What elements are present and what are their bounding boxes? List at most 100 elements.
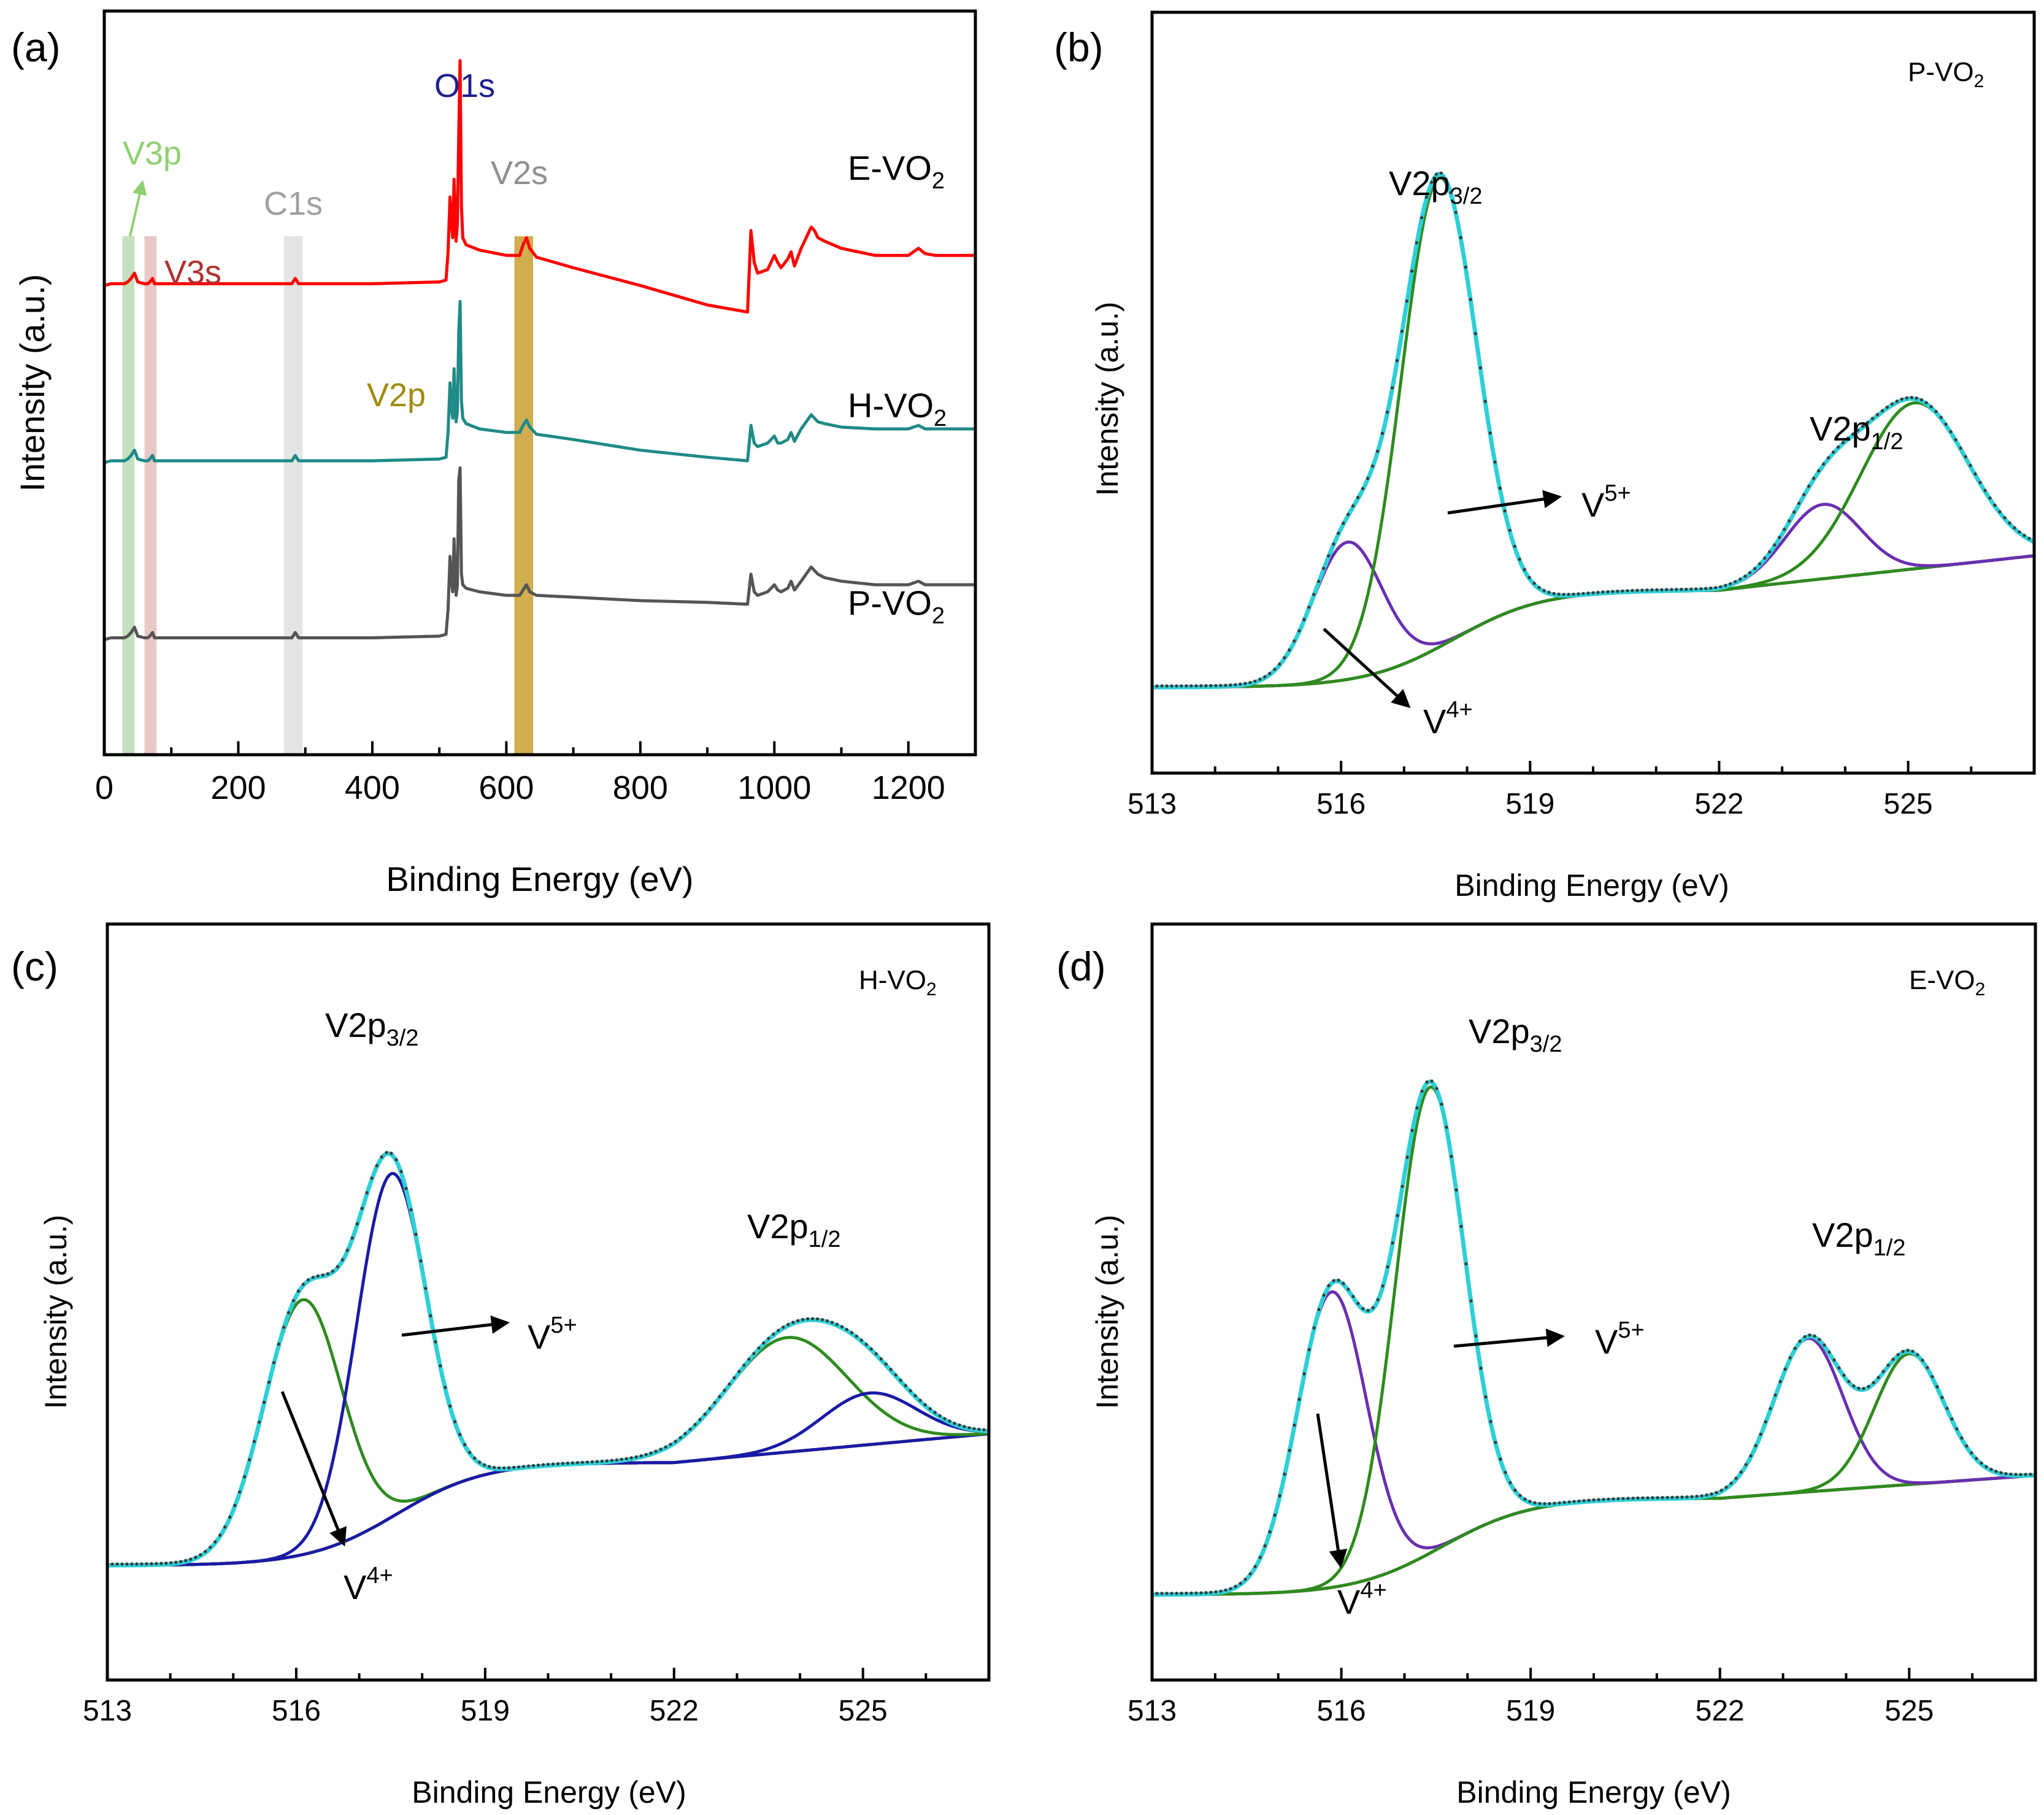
d-raw-point xyxy=(1454,1188,1458,1192)
b-raw-point xyxy=(1454,210,1458,214)
d-raw-point xyxy=(1189,1591,1193,1595)
c-raw-point xyxy=(424,1287,428,1290)
b-raw-point xyxy=(1395,359,1399,363)
c-ticks: 513 516 519 522 525 xyxy=(83,1668,990,1727)
x-axis-label-d: Binding Energy (eV) xyxy=(1456,1775,1731,1809)
d-raw-point xyxy=(1759,1432,1762,1436)
d-raw-point xyxy=(1626,1497,1630,1500)
d-raw-point xyxy=(1950,1417,1954,1421)
b-raw-point xyxy=(1361,487,1365,490)
c-raw-point xyxy=(145,1562,148,1566)
label-b-v4-sup: 4+ xyxy=(1446,697,1472,723)
d-raw-point xyxy=(1931,1375,1934,1379)
b-raw-point xyxy=(1165,684,1169,688)
b-raw-point xyxy=(1704,587,1708,590)
b-raw-point xyxy=(1826,456,1831,460)
b-raw-point xyxy=(1214,684,1218,687)
d-raw-point xyxy=(1410,1128,1414,1132)
b-raw-point xyxy=(2023,533,2026,538)
c-raw-point xyxy=(869,1347,873,1351)
d-raw-point xyxy=(1499,1457,1502,1461)
d-raw-point xyxy=(1312,1326,1316,1330)
b-raw-point xyxy=(1229,683,1232,687)
c-raw-point xyxy=(556,1462,560,1466)
b-raw-point xyxy=(1591,591,1595,595)
sample-label-c: H-VO2 xyxy=(859,965,937,1000)
panel-label-b: (b) xyxy=(1054,25,1104,70)
c-raw-point xyxy=(933,1411,937,1414)
b-raw-point xyxy=(2008,521,2011,525)
b-raw-point xyxy=(2027,536,2031,541)
d-raw-point xyxy=(1523,1497,1527,1501)
d-background-curve xyxy=(1152,1474,2036,1597)
d-raw-point xyxy=(1867,1385,1870,1389)
d-raw-point xyxy=(1474,1334,1478,1338)
c-raw-point xyxy=(674,1439,677,1443)
d-raw-point xyxy=(1661,1496,1664,1500)
y-axis-label-c: Intensity (a.u.) xyxy=(39,1215,73,1409)
c-raw-point xyxy=(155,1562,158,1565)
c-raw-point xyxy=(864,1343,868,1346)
b-raw-point xyxy=(1189,684,1193,688)
b-raw-point xyxy=(2013,526,2016,530)
d-raw-point xyxy=(1234,1584,1237,1588)
b-raw-point xyxy=(1959,446,1962,450)
b-raw-point xyxy=(1836,445,1840,449)
d-raw-point xyxy=(1827,1351,1831,1354)
d-raw-point xyxy=(1494,1441,1497,1444)
b-raw-point xyxy=(1890,402,1894,406)
b-raw-point xyxy=(1243,682,1247,685)
c-raw-point xyxy=(365,1191,369,1195)
c-raw-point xyxy=(493,1466,496,1470)
b-raw-point xyxy=(1322,566,1326,570)
c-raw-point xyxy=(115,1562,119,1566)
x-tick-label-a-400: 400 xyxy=(345,769,400,806)
c-curves xyxy=(106,1150,991,1568)
d-raw-point xyxy=(1778,1380,1782,1384)
sample-label-c-main: H-VO xyxy=(859,965,926,995)
d-raw-point xyxy=(1877,1376,1880,1379)
c-raw-point xyxy=(463,1443,467,1446)
c-raw-point xyxy=(909,1389,912,1393)
d-raw-point xyxy=(1351,1295,1355,1298)
d-raw-point xyxy=(1268,1530,1272,1534)
d-raw-point xyxy=(1965,1444,1969,1448)
peak-label-b-32-sub: 3/2 xyxy=(1450,183,1483,209)
b-x-tick-label-522: 522 xyxy=(1694,788,1743,820)
b-raw-point xyxy=(1689,587,1693,591)
label-b-v5: V5+ xyxy=(1581,480,1631,524)
b-raw-point xyxy=(1944,422,1948,426)
b-raw-point xyxy=(1714,586,1718,590)
b-raw-point xyxy=(1660,588,1664,592)
b-raw-point xyxy=(1224,684,1228,687)
d-raw-point xyxy=(1690,1495,1694,1498)
b-raw-point xyxy=(1263,675,1267,679)
b-raw-point xyxy=(1488,431,1492,435)
d-raw-point xyxy=(1724,1486,1728,1489)
b-raw-point xyxy=(1724,584,1727,587)
c-raw-point xyxy=(473,1456,477,1460)
b-raw-point xyxy=(1783,528,1786,531)
d-raw-point xyxy=(1484,1395,1488,1399)
c-raw-point xyxy=(639,1454,643,1458)
d-raw-point xyxy=(1999,1471,2003,1474)
d-raw-point xyxy=(1592,1498,1596,1502)
d-raw-point xyxy=(1307,1348,1311,1352)
d-raw-point xyxy=(1764,1420,1767,1424)
band-v3p xyxy=(122,236,135,755)
d-raw-point xyxy=(1293,1424,1296,1427)
c-raw-point xyxy=(571,1461,575,1465)
b-raw-point xyxy=(1934,410,1938,414)
c-raw-point xyxy=(507,1466,511,1470)
peak-label-c-12: V2p1/2 xyxy=(747,1207,840,1252)
b-raw-point xyxy=(1685,587,1688,591)
a-lines xyxy=(104,59,975,641)
d-raw-point xyxy=(1749,1454,1753,1458)
d-raw-point xyxy=(1641,1496,1645,1500)
c-raw-point xyxy=(286,1311,290,1314)
d-raw-point xyxy=(2024,1473,2027,1476)
c-raw-point xyxy=(948,1419,951,1423)
c-raw-point xyxy=(169,1561,173,1565)
c-raw-point xyxy=(728,1382,731,1386)
c-raw-point xyxy=(664,1445,667,1449)
